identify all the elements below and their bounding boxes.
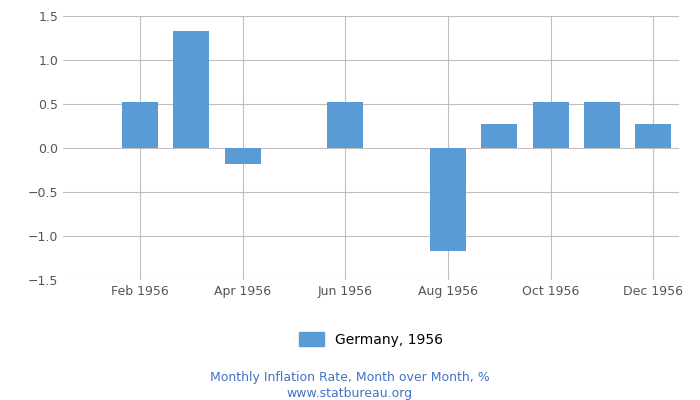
Bar — [533, 102, 568, 148]
Bar — [225, 148, 260, 164]
Bar — [430, 148, 466, 251]
Bar — [482, 124, 517, 148]
Bar — [122, 102, 158, 148]
Legend: Germany, 1956: Germany, 1956 — [299, 332, 443, 347]
Bar — [174, 31, 209, 148]
Bar — [584, 102, 620, 148]
Text: www.statbureau.org: www.statbureau.org — [287, 388, 413, 400]
Bar — [636, 124, 671, 148]
Bar — [328, 102, 363, 148]
Text: Monthly Inflation Rate, Month over Month, %: Monthly Inflation Rate, Month over Month… — [210, 372, 490, 384]
